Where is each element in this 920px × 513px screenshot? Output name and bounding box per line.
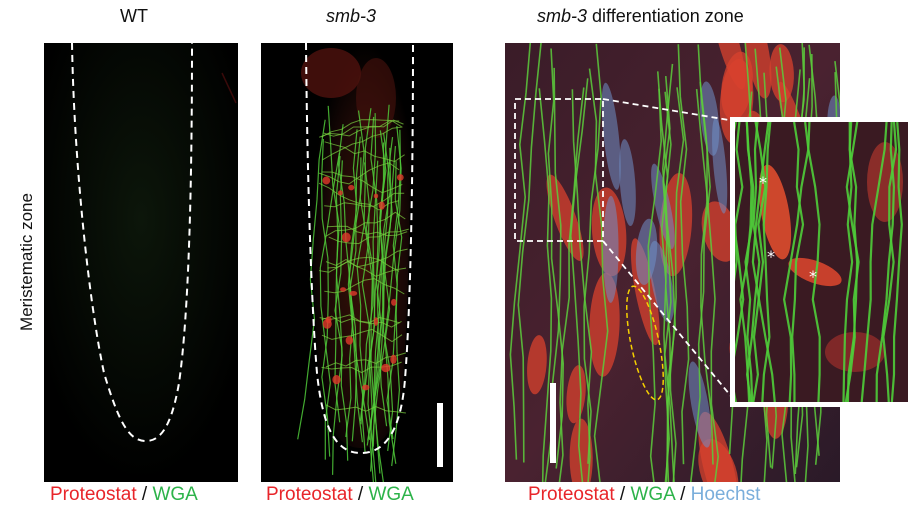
caption-wga: WGA [630, 484, 675, 505]
panel-title-wt: WT [120, 6, 148, 26]
zoom-region-box [514, 98, 604, 242]
micrograph-wt-canvas [44, 43, 238, 482]
caption-separator: / [352, 484, 369, 505]
caption-wga: WGA [152, 484, 198, 505]
highlighted-cell-outline [626, 285, 664, 401]
caption-separator: / [614, 484, 631, 505]
caption-separator: / [674, 484, 691, 505]
asterisk-1: * [759, 173, 767, 192]
caption-wt: Proteostat / WGA [50, 484, 198, 506]
asterisk-2: * [767, 247, 775, 266]
caption-smb3: Proteostat / WGA [266, 484, 414, 506]
caption-differentiation: Proteostat / WGA / Hoechst [528, 484, 760, 506]
caption-proteostat: Proteostat [50, 484, 137, 505]
root-outline-smb3 [305, 43, 414, 455]
panel-title-differentiation: smb-3 differentiation zone [537, 6, 744, 27]
caption-separator: / [136, 484, 153, 505]
caption-hoechst: Hoechst [690, 484, 761, 505]
panel-title-smb3: smb-3 [326, 6, 377, 26]
caption-proteostat: Proteostat [266, 484, 353, 505]
caption-wga: WGA [368, 484, 414, 505]
title-italic-part: smb-3 [537, 6, 588, 26]
root-outline-wt [71, 43, 193, 443]
row-label: Meristematic zone [17, 193, 36, 331]
caption-proteostat: Proteostat [528, 484, 615, 505]
title-rest-part: differentiation zone [587, 6, 744, 26]
asterisk-3: * [809, 267, 817, 286]
scale-bar [550, 383, 556, 463]
zoom-inset: * * * [730, 117, 913, 407]
micrograph-smb3-canvas [261, 43, 453, 482]
micrograph-wt [44, 43, 238, 482]
scale-bar [437, 403, 443, 467]
zoom-inset-canvas: * * * [735, 122, 908, 402]
wga-fibers [297, 104, 409, 482]
inset-cells-and-fibers [735, 122, 903, 402]
micrograph-smb3 [261, 43, 453, 482]
